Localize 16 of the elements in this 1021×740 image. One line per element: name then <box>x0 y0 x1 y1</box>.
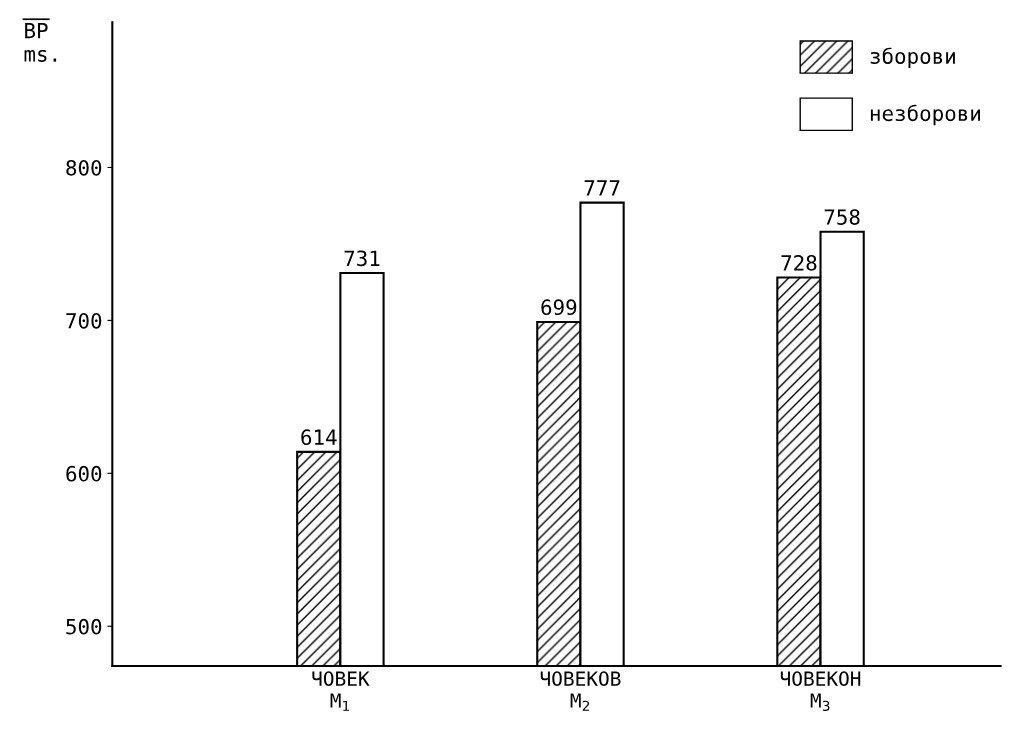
y-tick-label: 800 <box>66 159 102 176</box>
data-label: 614 <box>301 429 337 446</box>
y-tick-label: 500 <box>66 618 102 635</box>
y-axis-title: ВР ms. <box>24 22 57 62</box>
y-tick-label: 700 <box>66 312 102 329</box>
data-label: 699 <box>541 299 577 316</box>
legend-label: зборови <box>870 47 955 68</box>
data-label: 758 <box>824 209 860 225</box>
legend-label: незборови <box>870 104 980 126</box>
y-tick-label: 600 <box>66 465 102 482</box>
data-label: 728 <box>781 255 817 271</box>
x-tick-label: ЧОВЕКОН M$_{3}$ <box>780 671 861 711</box>
data-label: 731 <box>344 250 380 267</box>
x-tick-label: ЧОВЕКОВ M$_{2}$ <box>540 671 621 711</box>
x-tick-label: ЧОВЕК M$_{1}$ <box>312 671 370 711</box>
data-label: 777 <box>584 180 620 196</box>
